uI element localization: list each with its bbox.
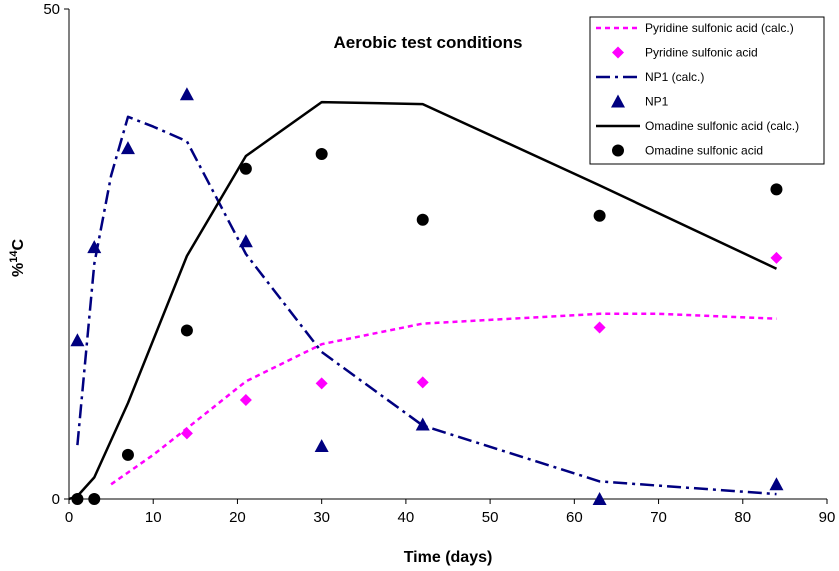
- x-tick-label: 50: [482, 509, 499, 526]
- np1-legend-label: NP1: [645, 95, 669, 109]
- chart-axes: 0 10 20 30 40 50 60 70 80 90 0 50: [43, 1, 835, 526]
- omadine-sulfonic-acid-data-point: [180, 324, 193, 337]
- x-tick-label: 90: [819, 509, 836, 526]
- omadine-sulfonic-acid-data-point: [121, 448, 134, 461]
- np1-legend-swatch: [611, 94, 625, 108]
- omadine-sulfonic-acid-legend-label: Omadine sulfonic acid: [645, 144, 763, 158]
- pyridine-sulfonic-acid-data-point: [770, 251, 783, 264]
- y-tick-label: 50: [43, 1, 60, 18]
- y-axis-label: %14C: [8, 239, 27, 277]
- omadine-sulfonic-acid-data-point: [88, 493, 101, 505]
- pyridine-sulfonic-acid-data-point: [593, 321, 606, 334]
- x-tick-label: 20: [229, 509, 246, 526]
- x-tick-label: 0: [65, 509, 73, 526]
- omadine-sulfonic-acid-legend-swatch: [612, 144, 624, 157]
- pyridine-sulfonic-acid-legend-label: Pyridine sulfonic acid: [645, 46, 758, 60]
- pyridine-sulfonic-acid-data-point: [239, 394, 252, 407]
- np1-data-point: [238, 234, 253, 248]
- x-tick-label: 10: [145, 509, 162, 526]
- x-tick-label: 40: [398, 509, 415, 526]
- np1-calc-series-line: [76, 115, 777, 496]
- pyridine-sulfonic-acid-calc-legend-label: Pyridine sulfonic acid (calc.): [645, 21, 794, 35]
- pyridine-sulfonic-acid-data-point: [416, 376, 429, 389]
- pyridine-sulfonic-acid-data-point: [315, 377, 328, 390]
- np1-data-point: [415, 417, 430, 431]
- x-tick-label: 30: [313, 509, 330, 526]
- chart-legend: Pyridine sulfonic acid (calc.) Pyridine s…: [589, 16, 825, 165]
- y-tick-label: 0: [52, 491, 60, 508]
- y-axis-label-prefix: %: [10, 263, 27, 277]
- x-tick-label: 60: [566, 509, 583, 526]
- pyridine-sulfonic-acid-legend-swatch: [612, 46, 624, 59]
- x-tick-label: 80: [734, 509, 751, 526]
- y-axis-label-suffix: C: [10, 239, 27, 251]
- np1-data-point: [70, 333, 85, 347]
- np1-data-point: [592, 492, 607, 505]
- omadine-sulfonic-acid-data-point: [239, 162, 252, 175]
- omadine-sulfonic-acid-data-point: [593, 209, 606, 222]
- omadine-sulfonic-acid-data-point: [71, 493, 84, 505]
- omadine-sulfonic-acid-data-point: [315, 148, 328, 161]
- x-tick-label: 70: [650, 509, 667, 526]
- omadine-sulfonic-acid-data-point: [770, 183, 783, 196]
- omadine-sulfonic-acid-calc-legend-label: Omadine sulfonic acid (calc.): [645, 119, 799, 133]
- np1-data-point: [87, 240, 102, 254]
- np1-data-point: [179, 87, 194, 101]
- chart-plot-area: [68, 87, 784, 505]
- y-axis-label-superscript: 14: [8, 250, 20, 263]
- np1-data-point: [120, 141, 135, 155]
- chart-title: Aerobic test conditions: [334, 33, 523, 52]
- np1-calc-legend-label: NP1 (calc.): [645, 70, 704, 84]
- np1-data-point: [314, 439, 329, 453]
- omadine-sulfonic-acid-calc-series-line: [68, 100, 778, 501]
- np1-data-point: [769, 477, 784, 491]
- x-axis-label: Time (days): [404, 549, 493, 566]
- pyridine-sulfonic-acid-data-point: [180, 427, 193, 440]
- pyridine-sulfonic-acid-calc-series-line: [110, 312, 777, 486]
- legend-box: [589, 16, 825, 165]
- omadine-sulfonic-acid-data-point: [416, 213, 429, 226]
